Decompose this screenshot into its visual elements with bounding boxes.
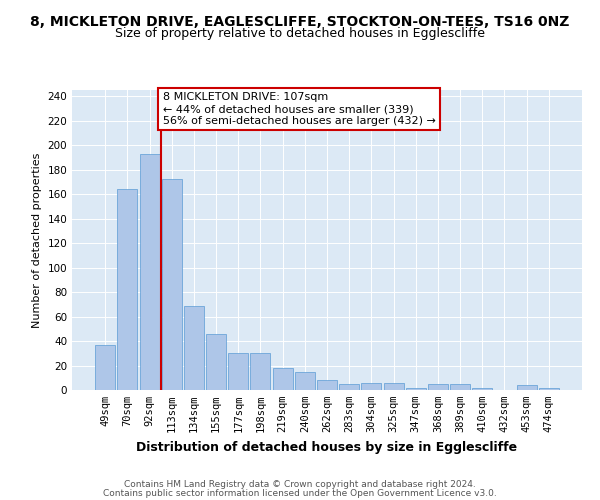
Bar — [428, 384, 448, 390]
Text: Size of property relative to detached houses in Egglescliffe: Size of property relative to detached ho… — [115, 28, 485, 40]
Bar — [539, 388, 559, 390]
Bar — [228, 354, 248, 390]
Bar — [361, 382, 382, 390]
Bar — [184, 306, 204, 390]
Bar — [140, 154, 160, 390]
Bar — [272, 368, 293, 390]
Bar — [517, 385, 536, 390]
X-axis label: Distribution of detached houses by size in Egglescliffe: Distribution of detached houses by size … — [136, 440, 518, 454]
Bar — [450, 384, 470, 390]
Text: 8 MICKLETON DRIVE: 107sqm
← 44% of detached houses are smaller (339)
56% of semi: 8 MICKLETON DRIVE: 107sqm ← 44% of detac… — [163, 92, 436, 126]
Bar — [295, 372, 315, 390]
Bar — [162, 180, 182, 390]
Bar — [118, 189, 137, 390]
Bar — [95, 344, 115, 390]
Bar — [339, 384, 359, 390]
Bar — [317, 380, 337, 390]
Y-axis label: Number of detached properties: Number of detached properties — [32, 152, 42, 328]
Bar — [383, 382, 404, 390]
Text: Contains HM Land Registry data © Crown copyright and database right 2024.: Contains HM Land Registry data © Crown c… — [124, 480, 476, 489]
Bar — [406, 388, 426, 390]
Text: 8, MICKLETON DRIVE, EAGLESCLIFFE, STOCKTON-ON-TEES, TS16 0NZ: 8, MICKLETON DRIVE, EAGLESCLIFFE, STOCKT… — [31, 15, 569, 29]
Bar — [472, 388, 492, 390]
Bar — [206, 334, 226, 390]
Text: Contains public sector information licensed under the Open Government Licence v3: Contains public sector information licen… — [103, 489, 497, 498]
Bar — [250, 354, 271, 390]
